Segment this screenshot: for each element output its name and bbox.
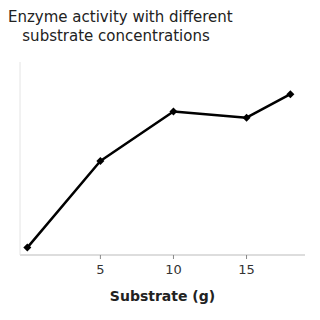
x-tick-label: 10: [165, 262, 182, 277]
x-tick: [246, 255, 247, 259]
chart-container: Enzyme activity with different substrate…: [0, 0, 320, 320]
x-tick: [100, 255, 101, 259]
x-axis-label: Substrate (g): [110, 288, 215, 304]
title: Enzyme activity with different substrate…: [8, 8, 233, 45]
data-line: [27, 94, 290, 247]
data-point: [243, 114, 251, 122]
data-point: [169, 107, 177, 115]
title-line: Enzyme activity with different: [8, 8, 233, 26]
chart: Enzyme activity with different substrate…: [0, 0, 320, 320]
data-point: [23, 244, 31, 252]
background: [0, 0, 320, 320]
plot-area: [23, 90, 294, 251]
data-point: [96, 157, 104, 165]
x-tick: [173, 255, 174, 259]
y-axis-line: [20, 62, 21, 255]
x-axis-line: [20, 255, 305, 256]
x-tick-label: 15: [238, 262, 255, 277]
data-point: [286, 90, 294, 98]
title-line: substrate concentrations: [8, 27, 210, 45]
x-tick-label: 5: [96, 262, 104, 277]
